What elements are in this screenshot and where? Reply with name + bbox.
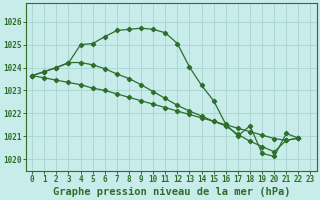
- X-axis label: Graphe pression niveau de la mer (hPa): Graphe pression niveau de la mer (hPa): [52, 186, 290, 197]
